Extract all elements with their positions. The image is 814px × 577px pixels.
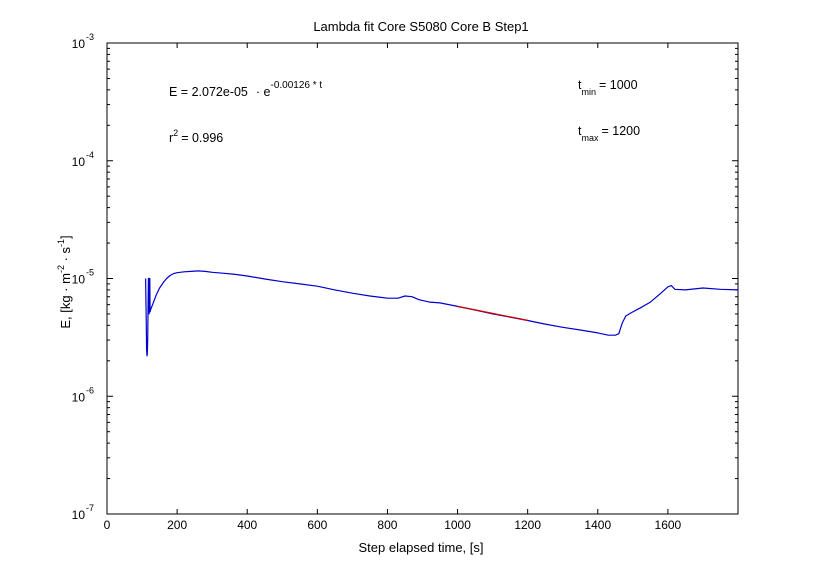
fit-equation-mid: · e [256, 85, 271, 99]
y-tick-exponent: -3 [86, 32, 94, 42]
fit-equation-prefix: E = 2.072e-05 [169, 85, 248, 99]
y-label-mid: · s [58, 246, 73, 265]
fit-equation-exponent: -0.00126 * t [270, 80, 322, 91]
x-tick-label: 1200 [514, 518, 541, 532]
t-max-sub: max [581, 133, 599, 143]
t-max-base: t [578, 124, 582, 138]
y-label-base: E, [kg · m [58, 273, 73, 329]
t-min-base: t [578, 78, 582, 92]
x-tick-label: 400 [237, 518, 257, 532]
x-tick-label: 800 [377, 518, 397, 532]
chart-title: Lambda fit Core S5080 Core B Step1 [313, 19, 528, 34]
t-min-sub: min [581, 87, 596, 97]
x-tick-label: 1000 [444, 518, 471, 532]
svg-text:tmin= 1000: tmin = 1000 [578, 78, 638, 97]
y-axis-label: E, [kg · m-2 · s-1] [56, 235, 73, 328]
series-fit-line [457, 305, 528, 321]
x-tick-label: 1600 [655, 518, 682, 532]
y-tick-label: 10 [72, 155, 86, 169]
x-tick-label: 200 [167, 518, 187, 532]
svg-text:tmax= 1200: tmax = 1200 [578, 124, 640, 143]
t-min-annotation: tmin = 1000 [578, 78, 638, 97]
t-max-annotation: tmax = 1200 [578, 124, 640, 143]
t-min-value: = 1000 [599, 78, 638, 92]
y-tick-exponent: -6 [86, 385, 94, 395]
x-tick-label: 600 [307, 518, 327, 532]
y-tick-exponent: -5 [86, 268, 94, 278]
y-tick-label: 10 [72, 508, 86, 522]
y-label-exp1: -2 [56, 265, 66, 273]
x-tick-label: 1400 [584, 518, 611, 532]
plot-area [106, 42, 739, 515]
r-squared-value: = 0.996 [181, 131, 223, 145]
x-axis-label: Step elapsed time, [s] [358, 540, 483, 555]
y-label-exp2: -1 [56, 239, 66, 247]
series-measured-line [145, 270, 739, 357]
y-tick-label: 10 [72, 390, 86, 404]
y-label-end: ] [58, 235, 73, 239]
y-tick-label: 10 [72, 273, 86, 287]
r-squared-annotation: r2 = 0.996 [169, 128, 223, 145]
y-tick-exponent: -7 [86, 503, 94, 513]
svg-text:r2= 0.996: r2 = 0.996 [169, 128, 223, 145]
fit-equation-annotation: E = 2.072e-05 · e-0.00126 * t [169, 80, 322, 99]
r-squared-exp: 2 [173, 128, 178, 138]
y-axis: 10-310-410-510-610-7 [72, 32, 738, 522]
t-max-value: = 1200 [602, 124, 641, 138]
series-layer [145, 270, 739, 357]
x-axis: 0 200 400 600 800 1000 1200 1400 1600 [104, 43, 682, 532]
svg-text:E = 2.072e-05· e-0.00126 * t: E = 2.072e-05 · e-0.00126 * t [169, 80, 322, 99]
r-squared-base: r [169, 131, 173, 145]
y-tick-label: 10 [72, 37, 86, 51]
y-tick-exponent: -4 [86, 150, 94, 160]
x-tick-label: 0 [104, 518, 111, 532]
